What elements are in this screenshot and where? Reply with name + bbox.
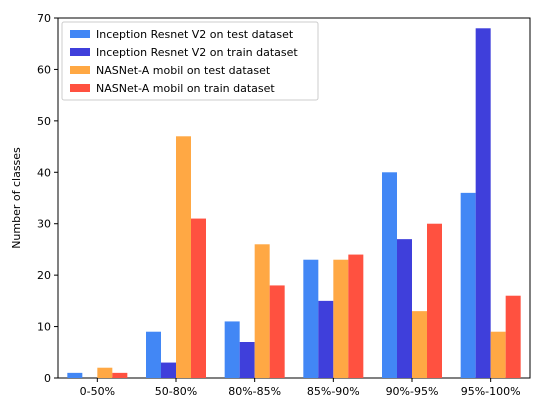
legend-swatch: [70, 30, 90, 38]
x-tick-label: 85%-90%: [307, 385, 360, 398]
bar-series-2-90%-95%: [397, 239, 412, 378]
legend-entry: NASNet-A mobil on test dataset: [96, 64, 271, 77]
legend: Inception Resnet V2 on test dataset Incep…: [61, 21, 319, 101]
bar-series-2-50-80%: [161, 362, 176, 378]
bar-series-4-85%-90%: [348, 254, 364, 378]
legend-swatch: [70, 48, 90, 56]
bar-series-4-95%-100%: [505, 295, 521, 378]
bar-series-3-80%-85%: [254, 244, 270, 378]
legend-swatch: [70, 66, 90, 74]
bar-series-1-50-80%: [146, 331, 161, 378]
x-tick-label: 95%-100%: [461, 385, 521, 398]
bar-series-1-85%-90%: [303, 259, 319, 378]
y-tick-label: 0: [44, 372, 51, 385]
x-tick-label: 90%-95%: [386, 385, 439, 398]
legend-entry: Inception Resnet V2 on test dataset: [96, 28, 294, 41]
bar-series-4-80%-85%: [269, 285, 285, 378]
legend-entry: Inception Resnet V2 on train dataset: [96, 46, 298, 59]
y-axis-label: Number of classes: [10, 147, 23, 249]
y-tick-label: 30: [37, 218, 51, 231]
bar-series-4-90%-95%: [427, 223, 442, 378]
bar-series-1-0-50%: [67, 372, 83, 378]
bar-series-2-85%-90%: [318, 300, 334, 378]
y-tick-label: 50: [37, 115, 51, 128]
bar-series-3-90%-95%: [412, 311, 427, 378]
bar-series-4-50-80%: [191, 218, 206, 378]
bar-series-4-0-50%: [112, 372, 128, 378]
bar-series-1-80%-85%: [224, 321, 240, 378]
x-tick-label: 80%-85%: [228, 385, 281, 398]
plot-area: [57, 17, 531, 379]
legend-swatch: [70, 84, 90, 92]
y-tick-label: 20: [37, 269, 51, 282]
y-tick-label: 10: [37, 321, 51, 334]
bar-series-1-90%-95%: [382, 172, 397, 378]
x-axis: 0-50% 50-80% 80%-85% 85%-90% 90%-95% 95%-100%: [80, 378, 521, 398]
legend-box: [61, 21, 319, 101]
y-tick-label: 60: [37, 63, 51, 76]
bar-series-2-80%-85%: [239, 342, 255, 378]
x-tick-label: 50-80%: [155, 385, 197, 398]
y-axis: 0 10 20 30 40 50 60 70: [37, 12, 58, 385]
x-tick-label: 0-50%: [80, 385, 115, 398]
bar-series-3-50-80%: [176, 136, 191, 378]
bar-series-3-95%-100%: [490, 331, 506, 378]
bar-series-2-95%-100%: [475, 28, 491, 378]
y-tick-label: 40: [37, 166, 51, 179]
bar-series-1-95%-100%: [460, 192, 476, 378]
y-tick-label: 70: [37, 12, 51, 25]
bar-series-3-85%-90%: [333, 259, 349, 378]
bars-layer: [67, 28, 521, 378]
bar-series-3-0-50%: [97, 367, 113, 378]
legend-entry: NASNet-A mobil on train dataset: [96, 82, 275, 95]
